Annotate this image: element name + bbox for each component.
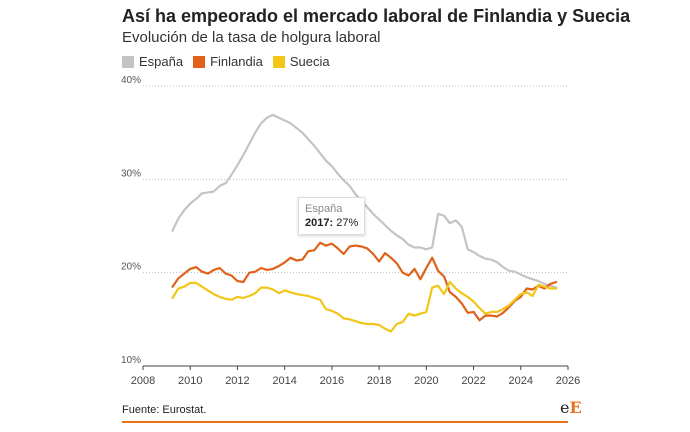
x-tick-label: 2012 [225,375,249,387]
y-tick-label: 20% [121,262,141,273]
x-tick-label: 2008 [131,375,155,387]
legend-swatch-suecia [272,55,285,68]
legend-item-finlandia[interactable]: Finlandia [193,54,263,69]
x-tick-label: 2010 [178,375,202,387]
x-tick-label: 2014 [272,375,296,387]
chart-subtitle: Evolución de la tasa de holgura laboral [122,29,381,46]
y-tick-label: 40% [121,75,141,86]
chart-title: Así ha empeorado el mercado laboral de F… [122,6,631,26]
x-tick-label: 2020 [414,375,438,387]
legend-label-suecia: Suecia [289,54,330,69]
legend-item-suecia[interactable]: Suecia [272,54,330,69]
footer-rule [122,421,568,423]
legend-swatch-finlandia [193,55,206,68]
legend-label-finlandia: Finlandia [210,54,263,69]
legend-item-espana[interactable]: España [122,54,183,69]
x-tick-label: 2022 [461,375,485,387]
y-tick-label: 30% [121,168,141,179]
legend-swatch-espana [122,55,134,68]
y-tick-label: 10% [121,355,141,366]
series-line-finlandia [171,241,558,322]
x-tick-label: 2016 [320,375,344,387]
legend-label-espana: España [139,54,184,69]
series-line-suecia [171,280,558,333]
x-tick-label: 2018 [367,375,391,387]
chart-legend: España Finlandia Suecia [122,54,330,69]
tooltip-value: 27% [336,217,359,229]
brand-logo: eE [560,398,582,417]
x-tick-label: 2026 [556,375,580,387]
tooltip-year: 2017 [305,217,330,229]
tooltip-series: España [305,203,343,215]
chart-tooltip: España 2017: 27% [298,197,366,235]
x-tick-label: 2024 [509,375,533,387]
source-note: Fuente: Eurostat. [122,404,207,416]
